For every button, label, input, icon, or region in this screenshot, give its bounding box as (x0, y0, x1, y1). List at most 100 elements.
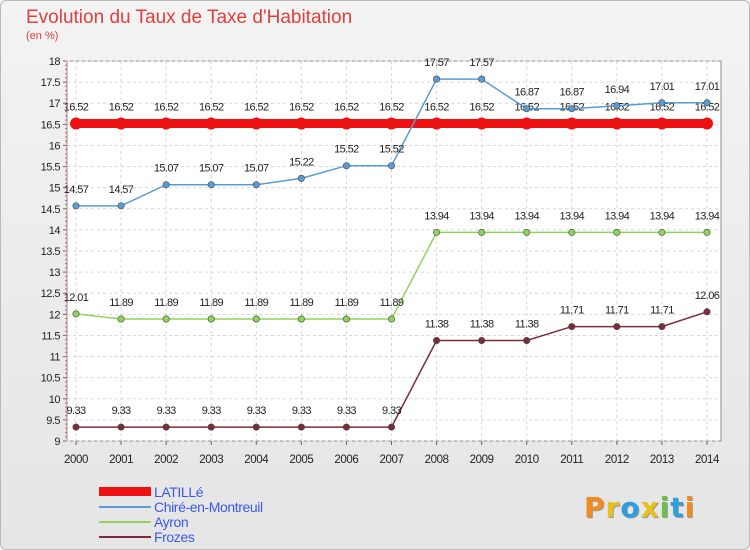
data-label: 16.52 (469, 101, 494, 113)
data-label: 15.07 (244, 163, 269, 175)
x-tick-label: 2009 (470, 454, 494, 466)
data-point (523, 337, 531, 345)
x-tick-label: 2007 (380, 454, 404, 466)
legend-swatch (99, 520, 151, 523)
data-point (613, 323, 621, 331)
logo-letter: t (670, 491, 685, 524)
data-point (250, 117, 263, 130)
data-label: 11.71 (650, 305, 674, 317)
data-label: 11.38 (425, 319, 449, 331)
data-label: 11.89 (380, 297, 404, 309)
data-label: 9.33 (112, 405, 131, 417)
data-point (658, 228, 666, 236)
data-point (387, 162, 395, 170)
data-label: 12.01 (64, 292, 89, 304)
y-tick-label: 10.5 (41, 373, 61, 385)
data-point (162, 315, 170, 323)
legend-item: Chiré-en-Montreuil (99, 498, 263, 515)
data-point (342, 162, 350, 170)
data-point (478, 228, 486, 236)
y-tick-label: 12.5 (41, 288, 61, 300)
y-tick-label: 12 (49, 309, 61, 321)
data-label: 13.94 (650, 210, 675, 222)
data-label: 17.01 (650, 81, 675, 93)
data-label: 11.71 (605, 305, 629, 317)
data-point (387, 423, 395, 431)
data-label: 11.38 (470, 319, 494, 331)
data-point (115, 117, 128, 130)
data-label: 15.07 (154, 163, 179, 175)
legend-label: Chiré-en-Montreuil (154, 498, 263, 515)
y-tick-label: 10 (49, 394, 61, 406)
y-tick-label: 15.5 (41, 162, 61, 174)
legend-item: Ayron (99, 514, 263, 530)
y-tick-label: 14.5 (41, 204, 61, 216)
data-point (340, 117, 353, 130)
data-label: 16.52 (379, 101, 404, 113)
data-point (655, 117, 668, 130)
legend-item: LATILLé (99, 483, 263, 500)
data-point (72, 202, 80, 210)
data-point (162, 181, 170, 189)
data-point (658, 323, 666, 331)
data-label: 16.52 (424, 101, 449, 113)
data-label: 11.89 (109, 297, 133, 309)
data-point (701, 117, 713, 130)
data-point (703, 228, 711, 236)
data-point (610, 117, 623, 130)
data-point (568, 105, 576, 113)
data-label: 11.38 (515, 319, 539, 331)
y-tick-label: 9.5 (46, 415, 60, 427)
data-point (430, 117, 443, 130)
data-label: 14.57 (109, 184, 134, 196)
data-point (160, 117, 173, 130)
y-tick-label: 14 (49, 225, 61, 237)
data-point (475, 117, 488, 130)
data-point (658, 99, 666, 107)
data-label: 15.52 (379, 144, 404, 156)
data-label: 16.52 (244, 101, 269, 113)
data-point (205, 117, 218, 130)
data-point (568, 228, 576, 236)
data-point (703, 99, 711, 107)
data-point (613, 228, 621, 236)
data-point (478, 75, 486, 83)
data-point (478, 337, 486, 345)
data-label: 9.33 (247, 405, 266, 417)
data-point (613, 102, 621, 110)
x-tick-label: 2003 (199, 454, 223, 466)
x-tick-label: 2010 (515, 454, 539, 466)
data-point (207, 315, 215, 323)
data-point (433, 75, 441, 83)
x-tick-label: 2002 (154, 454, 178, 466)
data-point (342, 423, 350, 431)
y-tick-label: 13.5 (41, 246, 61, 258)
data-label: 11.89 (199, 297, 223, 309)
data-label: 13.94 (560, 210, 585, 222)
data-point (568, 323, 576, 331)
y-tick-label: 18 (49, 56, 61, 68)
data-point (523, 228, 531, 236)
data-label: 16.87 (514, 87, 539, 99)
data-point (433, 337, 441, 345)
y-tick-label: 11 (50, 352, 61, 364)
data-label: 13.94 (469, 210, 494, 222)
logo-letter: r (605, 491, 621, 524)
data-label: 11.89 (289, 297, 313, 309)
data-point (207, 423, 215, 431)
data-label: 13.94 (605, 210, 630, 222)
logo-letter: i (684, 491, 696, 524)
data-label: 16.52 (289, 101, 314, 113)
data-label: 13.94 (424, 210, 449, 222)
legend-label: LATILLé (154, 483, 204, 500)
data-point (297, 174, 305, 182)
logo-letter: i (659, 491, 671, 524)
data-point (523, 105, 531, 113)
data-point (565, 117, 578, 130)
data-label: 15.07 (199, 163, 224, 175)
data-point (207, 181, 215, 189)
data-point (297, 423, 305, 431)
x-tick-label: 2006 (334, 454, 358, 466)
y-tick-label: 16 (49, 140, 61, 152)
